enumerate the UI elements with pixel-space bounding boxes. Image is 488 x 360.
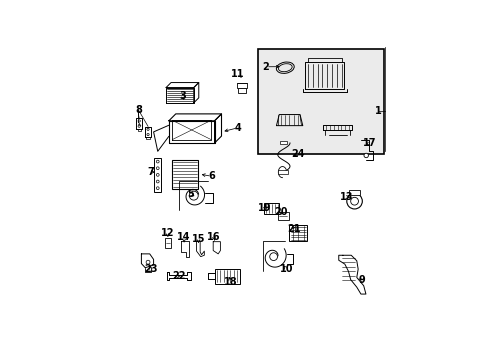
Circle shape <box>156 160 159 163</box>
Text: 17: 17 <box>362 138 376 148</box>
Bar <box>348 190 359 195</box>
Text: 2: 2 <box>262 62 269 72</box>
Text: 1: 1 <box>374 106 381 116</box>
Bar <box>279 141 286 144</box>
Ellipse shape <box>278 64 291 72</box>
Circle shape <box>156 187 159 190</box>
Text: 21: 21 <box>287 224 301 234</box>
Bar <box>257 49 383 154</box>
Text: 6: 6 <box>208 171 215 181</box>
Bar <box>289 225 307 242</box>
Text: 13: 13 <box>340 192 353 202</box>
Circle shape <box>350 197 358 205</box>
Circle shape <box>156 174 159 176</box>
Bar <box>277 212 288 220</box>
Circle shape <box>138 120 140 122</box>
Text: 22: 22 <box>171 271 185 281</box>
Bar <box>154 158 161 192</box>
Text: 19: 19 <box>258 203 271 213</box>
Bar <box>214 269 239 284</box>
Text: 9: 9 <box>357 275 364 285</box>
Bar <box>164 238 171 248</box>
Circle shape <box>146 134 149 136</box>
Text: 15: 15 <box>191 234 205 244</box>
Circle shape <box>156 180 159 183</box>
Text: 23: 23 <box>144 264 157 274</box>
Bar <box>236 83 246 89</box>
Circle shape <box>156 167 159 170</box>
Text: 20: 20 <box>274 207 287 217</box>
Circle shape <box>363 153 367 158</box>
Circle shape <box>138 125 140 127</box>
Circle shape <box>146 128 149 130</box>
Text: 8: 8 <box>135 105 142 115</box>
Text: 16: 16 <box>207 232 220 242</box>
Text: 24: 24 <box>290 149 304 159</box>
Circle shape <box>269 253 277 261</box>
Text: 10: 10 <box>279 264 293 274</box>
Text: 7: 7 <box>146 167 153 177</box>
Bar <box>171 159 198 189</box>
Text: 3: 3 <box>179 91 186 101</box>
Ellipse shape <box>276 62 294 73</box>
Text: 18: 18 <box>224 276 237 287</box>
Circle shape <box>346 193 362 209</box>
Bar <box>237 89 245 93</box>
Text: 12: 12 <box>161 228 174 238</box>
Circle shape <box>189 191 198 200</box>
Text: 14: 14 <box>177 232 190 242</box>
Text: 11: 11 <box>231 69 244 79</box>
Bar <box>264 203 279 214</box>
Circle shape <box>146 260 150 264</box>
Text: 5: 5 <box>187 189 194 199</box>
Text: 4: 4 <box>234 123 241 133</box>
Bar <box>278 170 287 174</box>
